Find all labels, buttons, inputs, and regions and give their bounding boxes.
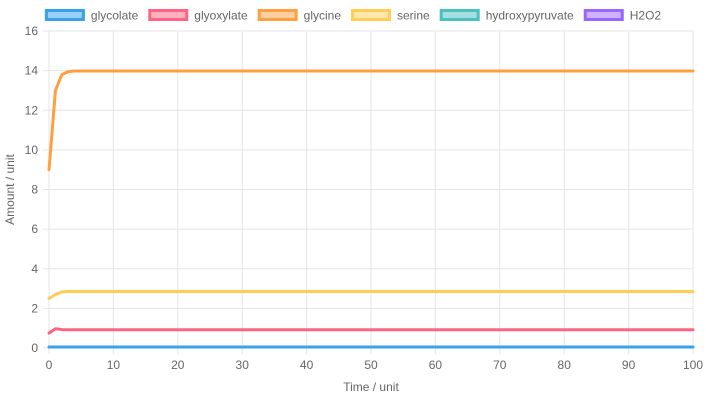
series-lines xyxy=(47,69,695,349)
legend-label: hydroxypyruvate xyxy=(486,9,574,23)
y-tick-label: 8 xyxy=(31,183,38,197)
y-tick-label: 10 xyxy=(25,143,39,157)
y-tick-label: 12 xyxy=(25,103,39,117)
legend-label: glycine xyxy=(304,9,342,23)
legend-item-glycolate[interactable]: glycolate xyxy=(44,9,139,23)
legend-item-hydroxypyruvate[interactable]: hydroxypyruvate xyxy=(439,9,574,23)
x-tick-label: 50 xyxy=(364,358,378,372)
legend-label: H2O2 xyxy=(630,9,662,23)
legend-swatch xyxy=(148,9,189,21)
x-tick-label: 0 xyxy=(46,358,53,372)
series-line-glyoxylate xyxy=(47,327,695,335)
y-tick-label: 16 xyxy=(25,24,39,38)
legend-item-h2o2[interactable]: H2O2 xyxy=(583,9,662,23)
series-line-serine xyxy=(47,290,695,300)
y-tick-label: 2 xyxy=(31,301,38,315)
x-tick-label: 80 xyxy=(558,358,572,372)
x-tick-label: 90 xyxy=(622,358,636,372)
legend-item-serine[interactable]: serine xyxy=(351,9,431,23)
legend-label: serine xyxy=(397,9,430,23)
x-tick-label: 30 xyxy=(236,358,250,372)
y-tick-label: 6 xyxy=(31,222,38,236)
legend-item-glyoxylate[interactable]: glyoxylate xyxy=(148,9,248,23)
grid xyxy=(43,30,694,354)
x-tick-label: 100 xyxy=(683,358,703,372)
x-tick-label: 20 xyxy=(171,358,185,372)
legend-label: glycolate xyxy=(91,9,139,23)
x-axis-label: Time / unit xyxy=(343,380,399,394)
x-tick-label: 60 xyxy=(429,358,443,372)
legend-swatch xyxy=(439,9,480,21)
legend-label: glyoxylate xyxy=(194,9,248,23)
y-axis-ticks: 0 2 4 6 8 10 12 14 16 xyxy=(25,24,39,355)
legend: glycolate glyoxylate glycine serine hydroxyp… xyxy=(44,9,662,23)
legend-swatch xyxy=(44,9,85,21)
series-line-glycine xyxy=(47,69,695,172)
legend-swatch xyxy=(583,9,624,21)
legend-swatch xyxy=(257,9,298,21)
y-tick-label: 0 xyxy=(31,341,38,355)
y-tick-label: 4 xyxy=(31,262,38,276)
legend-swatch xyxy=(351,9,392,21)
y-tick-label: 14 xyxy=(25,64,39,78)
x-tick-label: 40 xyxy=(300,358,314,372)
x-tick-label: 10 xyxy=(107,358,121,372)
legend-item-glycine[interactable]: glycine xyxy=(257,9,342,23)
x-axis-ticks: 0 10 20 30 40 50 60 70 80 90 100 xyxy=(46,358,704,372)
y-axis-label: Amount / unit xyxy=(3,153,17,224)
x-tick-label: 70 xyxy=(493,358,507,372)
